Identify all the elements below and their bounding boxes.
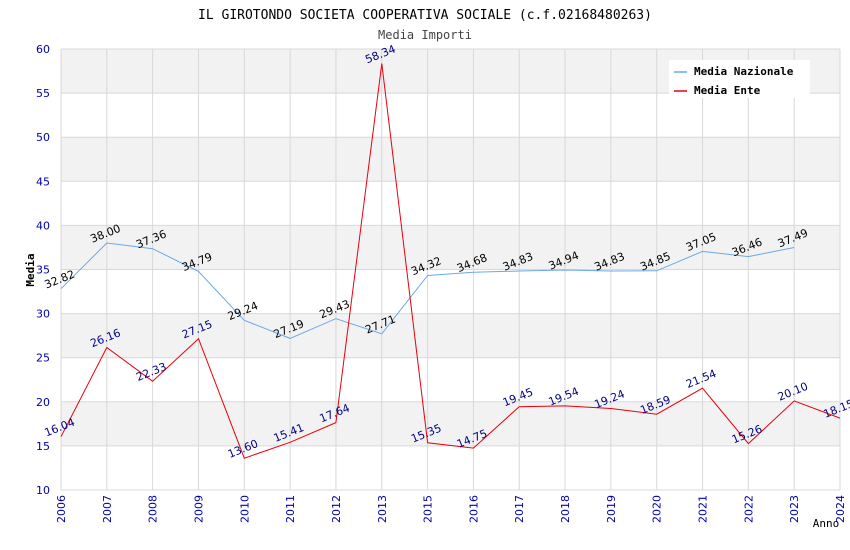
y-tick-label: 35 <box>36 264 50 277</box>
legend: Media Nazionale Media Ente <box>669 60 810 98</box>
y-tick-label: 20 <box>36 396 50 409</box>
gridlines <box>60 48 841 491</box>
y-tick-label: 45 <box>36 175 50 188</box>
x-tick-label: 2009 <box>192 495 205 523</box>
x-axis-label: Anno <box>813 517 840 530</box>
plot-band <box>61 93 840 138</box>
y-axis-label: Media <box>24 253 37 286</box>
x-tick-label: 2012 <box>330 495 343 523</box>
y-tick-label: 30 <box>36 308 50 321</box>
y-tick-label: 15 <box>36 440 50 453</box>
legend-entry-media-ente: Media Ente <box>694 84 761 97</box>
y-tick-label: 60 <box>36 43 50 56</box>
legend-box <box>669 60 810 98</box>
series-layer <box>60 63 841 459</box>
x-tick-label: 2015 <box>422 495 435 523</box>
x-tick-label: 2011 <box>284 495 297 523</box>
plot-band <box>61 357 840 402</box>
x-tick-label: 2019 <box>605 495 618 523</box>
x-tick-label: 2006 <box>55 495 68 523</box>
x-axis-ticks: 2006 2007 2008 2009 2010 2011 2012 2013 2015 2016… <box>55 495 847 523</box>
y-tick-label: 50 <box>36 131 50 144</box>
x-tick-label: 2022 <box>742 495 755 523</box>
plot-background-bands <box>61 49 840 490</box>
plot-band <box>61 445 840 490</box>
plot-band <box>61 137 840 182</box>
series-line-media-nazionale <box>60 242 795 339</box>
x-tick-label: 2007 <box>101 495 114 523</box>
chart-subtitle: Media Importi <box>378 28 472 42</box>
plot-band <box>61 225 840 270</box>
x-tick-label: 2008 <box>147 495 160 523</box>
plot-band <box>61 269 840 314</box>
y-axis-ticks: 10 15 20 25 30 35 40 45 50 55 60 <box>36 43 50 497</box>
x-tick-label: 2010 <box>238 495 251 523</box>
y-tick-label: 25 <box>36 352 50 365</box>
x-tick-label: 2016 <box>467 495 480 523</box>
y-tick-label: 10 <box>36 484 50 497</box>
y-tick-label: 55 <box>36 87 50 100</box>
x-tick-label: 2017 <box>513 495 526 523</box>
x-tick-label: 2018 <box>559 495 572 523</box>
chart-title: IL GIROTONDO SOCIETA COOPERATIVA SOCIALE… <box>198 8 652 23</box>
x-tick-label: 2021 <box>697 495 710 523</box>
x-tick-label: 2024 <box>834 495 847 523</box>
y-tick-label: 40 <box>36 219 50 232</box>
plot-band <box>61 313 840 358</box>
plot-band <box>61 401 840 446</box>
plot-band <box>61 181 840 226</box>
x-tick-label: 2013 <box>376 495 389 523</box>
legend-entry-media-nazionale: Media Nazionale <box>694 65 794 78</box>
x-tick-label: 2023 <box>788 495 801 523</box>
series-line-media-ente <box>60 63 841 459</box>
x-tick-label: 2020 <box>651 495 664 523</box>
